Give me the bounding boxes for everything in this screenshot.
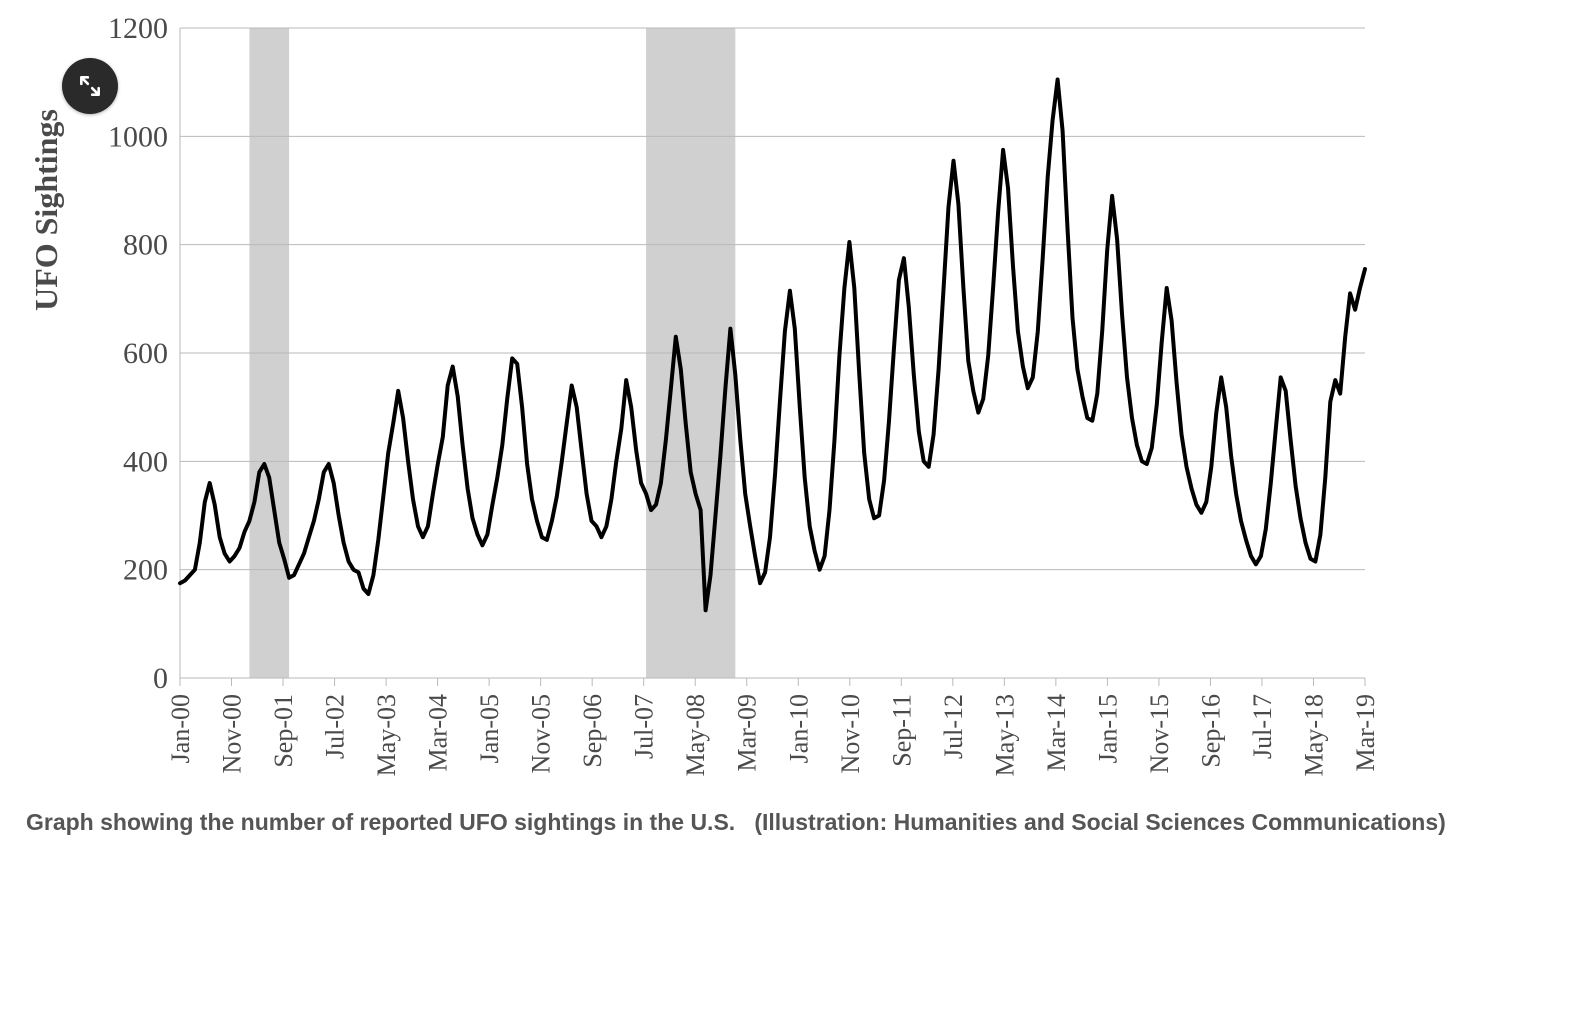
x-tick-label: Sep-11 [887, 694, 916, 767]
y-tick-label: 600 [123, 337, 168, 370]
x-tick-label: Nov-05 [527, 694, 556, 773]
x-tick-label: Jan-00 [166, 694, 195, 763]
x-tick-label: Jan-10 [784, 694, 813, 763]
line-chart: 020040060080010001200Jan-00Nov-00Sep-01J… [20, 8, 1572, 798]
x-tick-label: Jan-05 [475, 694, 504, 763]
x-tick-label: Mar-19 [1351, 694, 1380, 771]
y-tick-label: 800 [123, 229, 168, 262]
y-ticks: 0 200 400 600 800 1000 1200 [108, 12, 168, 695]
x-tick-label: Nov-00 [218, 694, 247, 773]
x-tick-label: Sep-01 [269, 694, 298, 768]
chart-caption: Graph showing the number of reported UFO… [26, 806, 1552, 839]
x-ticks: Jan-00 Nov-00 Sep-01 Jul-02 May-03 Mar-04 Jan-… [166, 678, 1380, 776]
expand-button[interactable] [62, 58, 118, 114]
x-tick-label: Jul-07 [630, 694, 659, 759]
figure-container: UFO Sightings 020040060080010001200Jan-0… [0, 0, 1592, 1012]
x-tick-label: May-13 [990, 694, 1019, 776]
x-tick-label: May-03 [372, 694, 401, 776]
y-tick-label: 1000 [108, 120, 168, 153]
y-tick-label: 200 [123, 554, 168, 587]
y-tick-label: 0 [153, 662, 168, 695]
x-tick-label: Jul-17 [1248, 694, 1277, 759]
x-tick-label: Nov-10 [836, 694, 865, 773]
gridlines [180, 28, 1365, 678]
x-tick-label: Sep-06 [578, 694, 607, 768]
caption-credit: (Illustration: Humanities and Social Sci… [754, 809, 1445, 835]
caption-main: Graph showing the number of reported UFO… [26, 809, 735, 835]
y-tick-label: 400 [123, 445, 168, 478]
x-tick-label: May-08 [681, 694, 710, 776]
x-tick-label: Jan-15 [1093, 694, 1122, 763]
x-tick-label: Sep-16 [1196, 694, 1225, 768]
y-tick-label: 1200 [108, 12, 168, 45]
data-line [180, 80, 1365, 611]
x-tick-label: Jul-12 [939, 694, 968, 759]
x-tick-label: Nov-15 [1145, 694, 1174, 773]
expand-icon [77, 73, 103, 99]
x-tick-label: Mar-14 [1042, 694, 1071, 771]
x-tick-label: Mar-04 [424, 694, 453, 771]
x-tick-label: Mar-09 [733, 694, 762, 771]
x-tick-label: Jul-02 [321, 694, 350, 759]
x-tick-label: May-18 [1299, 694, 1328, 776]
